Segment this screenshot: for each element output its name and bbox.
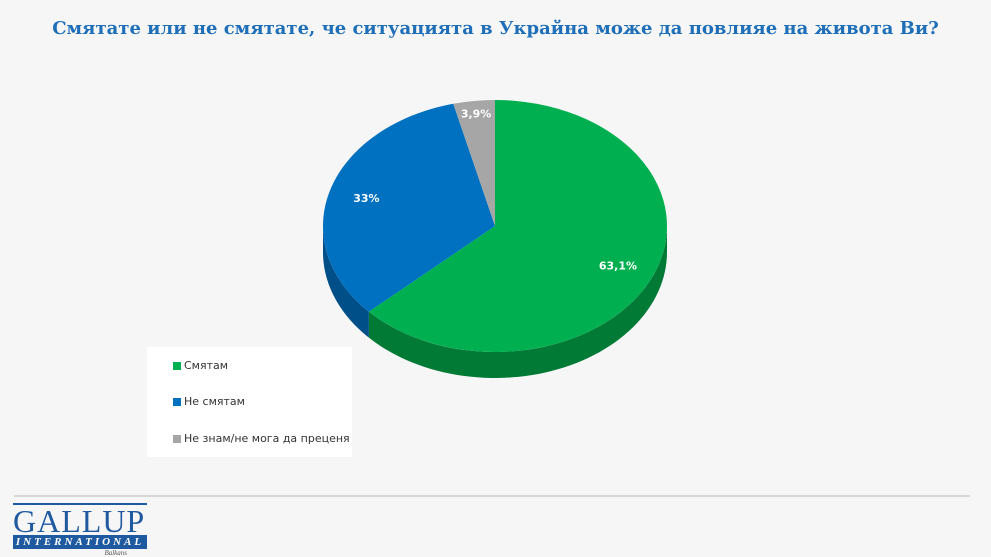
pie-slice xyxy=(453,100,495,226)
gallup-logo: GALLUP INTERNATIONAL Balkans xyxy=(13,503,147,557)
pie-slice xyxy=(368,100,667,352)
legend-label: Не смятам xyxy=(184,395,245,408)
legend-item: Смятам xyxy=(173,359,228,372)
legend-label: Смятам xyxy=(184,359,229,372)
legend-swatch xyxy=(173,361,181,370)
pie-slice-side xyxy=(368,226,667,378)
legend-swatch xyxy=(173,434,181,443)
data-label: 63,1% xyxy=(599,259,637,272)
footer-divider xyxy=(14,495,970,497)
legend-item: Не знам/не мога да преценя xyxy=(173,432,350,445)
legend-swatch xyxy=(173,397,181,406)
chart-title: Смятате или не смятате, че ситуацията в … xyxy=(52,18,939,39)
data-label: 3,9% xyxy=(461,107,492,120)
pie-slice-side xyxy=(323,226,369,338)
data-label: 33% xyxy=(353,192,379,205)
legend: Смятам Не смятам Не знам/не мога да прец… xyxy=(147,347,352,457)
legend-item: Не смятам xyxy=(173,395,245,408)
pie-slice xyxy=(322,103,495,312)
legend-label: Не знам/не мога да преценя xyxy=(184,432,350,445)
